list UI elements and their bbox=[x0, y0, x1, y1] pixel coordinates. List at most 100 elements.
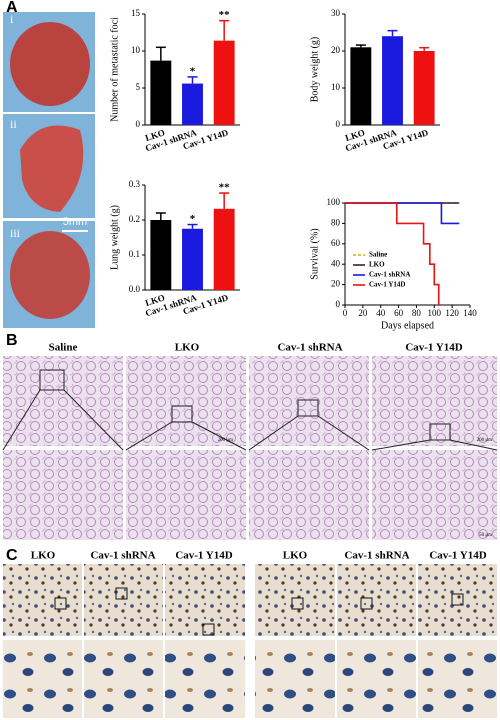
zoom-box bbox=[429, 423, 451, 441]
y-tick-label: 40 bbox=[331, 258, 341, 268]
bar bbox=[213, 208, 235, 290]
zoom-line bbox=[191, 421, 247, 451]
zoom-line bbox=[248, 415, 299, 451]
y-tick-label: 0 bbox=[136, 119, 141, 129]
legend-label: LKO bbox=[369, 261, 385, 269]
panel-label: B bbox=[6, 332, 18, 349]
ihc-image bbox=[3, 564, 82, 636]
ihc-zoom bbox=[84, 640, 163, 718]
histology-zoom bbox=[3, 450, 123, 540]
significance-mark: * bbox=[190, 213, 196, 225]
bar bbox=[182, 228, 203, 290]
lung bbox=[10, 22, 90, 106]
y-axis-label: Number of metastatic foci bbox=[109, 17, 120, 122]
y-tick-label: 0.2 bbox=[129, 214, 140, 224]
column-label: Cav-1 Y14D bbox=[175, 550, 232, 562]
panel-label: C bbox=[6, 547, 18, 564]
zoom-line bbox=[2, 389, 41, 451]
zoom-box bbox=[297, 399, 319, 417]
survival-line bbox=[345, 202, 460, 225]
column-label: LKO bbox=[31, 550, 56, 562]
column-label: Cav-1 shRNA bbox=[277, 342, 342, 354]
y-tick-label: 5 bbox=[136, 82, 141, 92]
y-axis-label: Body weight (g) bbox=[309, 37, 320, 103]
bar bbox=[150, 60, 172, 126]
photo-label: i bbox=[10, 12, 14, 26]
zoom-box bbox=[360, 597, 373, 610]
ihc-image bbox=[418, 564, 497, 636]
x-tick-label: 140 bbox=[463, 308, 477, 318]
zoom-line bbox=[125, 421, 173, 451]
ihc-zoom bbox=[337, 640, 416, 718]
lung-photos bbox=[3, 12, 95, 328]
scale-label: 200 μm bbox=[218, 438, 233, 443]
y-tick-label: 80 bbox=[331, 217, 341, 227]
histology-zoom bbox=[126, 450, 246, 540]
histology-zoom bbox=[249, 450, 369, 540]
histology-grid bbox=[2, 356, 498, 540]
histology-image bbox=[3, 356, 123, 446]
y-tick-label: 20 bbox=[331, 279, 341, 289]
y-tick-label: 30 bbox=[331, 8, 341, 18]
y-tick-label: 0.1 bbox=[129, 249, 140, 259]
bar bbox=[350, 47, 372, 125]
bar bbox=[413, 51, 435, 125]
histology-image bbox=[372, 356, 497, 446]
bar bbox=[182, 83, 203, 125]
ihc-image bbox=[84, 564, 163, 636]
scale-label: 50 μm bbox=[479, 533, 492, 538]
significance-mark: * bbox=[190, 65, 196, 77]
y-tick-label: 0 bbox=[336, 299, 341, 309]
charts: 0 5 10 15 Number of metastatic foci LKO Cav-1 … bbox=[109, 8, 477, 331]
ihc-grid bbox=[3, 564, 497, 718]
x-tick-label: 40 bbox=[376, 308, 386, 318]
zoom-box bbox=[202, 623, 215, 636]
y-tick-label: 15 bbox=[131, 8, 141, 18]
column-label: Cav-1 Y14D bbox=[429, 550, 486, 562]
y-tick-label: 0 bbox=[336, 119, 341, 129]
x-tick-label: 20 bbox=[358, 308, 368, 318]
y-axis-label: Survival (%) bbox=[309, 228, 320, 279]
scale-label: 5mm bbox=[63, 216, 87, 228]
ihc-zoom bbox=[3, 640, 82, 718]
column-label: LKO bbox=[283, 550, 308, 562]
x-axis-label: Days elapsed bbox=[381, 320, 434, 331]
scale-label: 200 μm bbox=[477, 438, 492, 443]
zoom-box bbox=[115, 587, 128, 600]
photo-label: ii bbox=[10, 117, 17, 131]
zoom-line bbox=[449, 439, 498, 451]
histology-image bbox=[249, 356, 369, 446]
x-tick-label: 120 bbox=[445, 308, 459, 318]
x-tick-label: 80 bbox=[412, 308, 422, 318]
zoom-box bbox=[291, 597, 304, 610]
column-label: Cav-1 shRNA bbox=[344, 550, 409, 562]
ihc-image bbox=[337, 564, 416, 636]
zoom-line bbox=[63, 389, 124, 451]
legend-label: Cav-1 Y14D bbox=[369, 281, 406, 289]
survival-line bbox=[345, 202, 440, 305]
column-label: Cav-1 Y14D bbox=[405, 342, 462, 354]
legend-label: Cav-1 shRNA bbox=[369, 271, 410, 279]
column-label: LKO bbox=[175, 342, 200, 354]
zoom-line bbox=[371, 439, 431, 451]
column-label: Saline bbox=[49, 342, 78, 354]
lung bbox=[20, 125, 84, 212]
legend-label: Saline bbox=[369, 251, 387, 259]
y-tick-label: 60 bbox=[331, 238, 341, 248]
x-tick-label: 0 bbox=[343, 308, 348, 318]
zoom-box bbox=[171, 405, 193, 423]
bar bbox=[213, 40, 235, 125]
ihc-zoom bbox=[165, 640, 245, 718]
y-tick-label: 100 bbox=[327, 197, 341, 207]
significance-mark: ** bbox=[219, 182, 231, 194]
zoom-box bbox=[451, 593, 464, 606]
ihc-image bbox=[165, 564, 245, 636]
y-axis-label: Lung weight (g) bbox=[109, 205, 120, 270]
x-tick-label: 100 bbox=[428, 308, 442, 318]
column-label: Cav-1 shRNA bbox=[90, 550, 155, 562]
significance-mark: ** bbox=[219, 9, 231, 21]
y-tick-label: 20 bbox=[331, 45, 341, 55]
y-tick-label: 0.3 bbox=[129, 179, 141, 189]
ihc-zoom bbox=[418, 640, 497, 718]
